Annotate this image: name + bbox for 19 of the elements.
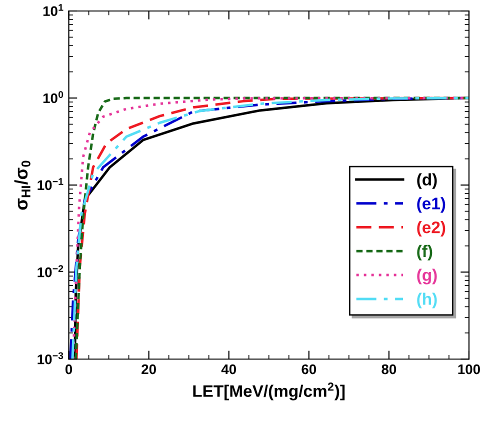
x-tick-label: 80 xyxy=(382,364,396,374)
legend-label: (e2) xyxy=(417,221,446,237)
x-tick-label: 60 xyxy=(302,364,316,374)
legend-label: (h) xyxy=(417,292,437,308)
y-tick-label: 10$^{1}$ xyxy=(43,4,64,16)
legend-label: (f) xyxy=(417,244,432,260)
legend-label: (e1) xyxy=(417,197,446,213)
legend-label: (g) xyxy=(417,268,437,284)
y-tick-label: 10$^{−3}$ xyxy=(38,352,64,364)
x-tick-label: 40 xyxy=(221,364,236,374)
x-tick-label: 20 xyxy=(142,364,156,374)
x-tick-label: 0 xyxy=(65,364,72,374)
y-tick-label: 10$^{0}$ xyxy=(43,91,64,104)
x-tick-label: 100 xyxy=(458,364,480,374)
y-axis-title: σ$_{HI}$/σ$_{0}$ xyxy=(14,160,30,210)
y-tick-label: 10$^{−2}$ xyxy=(38,265,64,278)
y-tick-label: 10$^{−1}$ xyxy=(38,178,64,190)
legend-label: (d) xyxy=(417,173,437,189)
x-axis-title: LET[MeV/(mg/cm$^{2}$)] xyxy=(193,382,345,400)
